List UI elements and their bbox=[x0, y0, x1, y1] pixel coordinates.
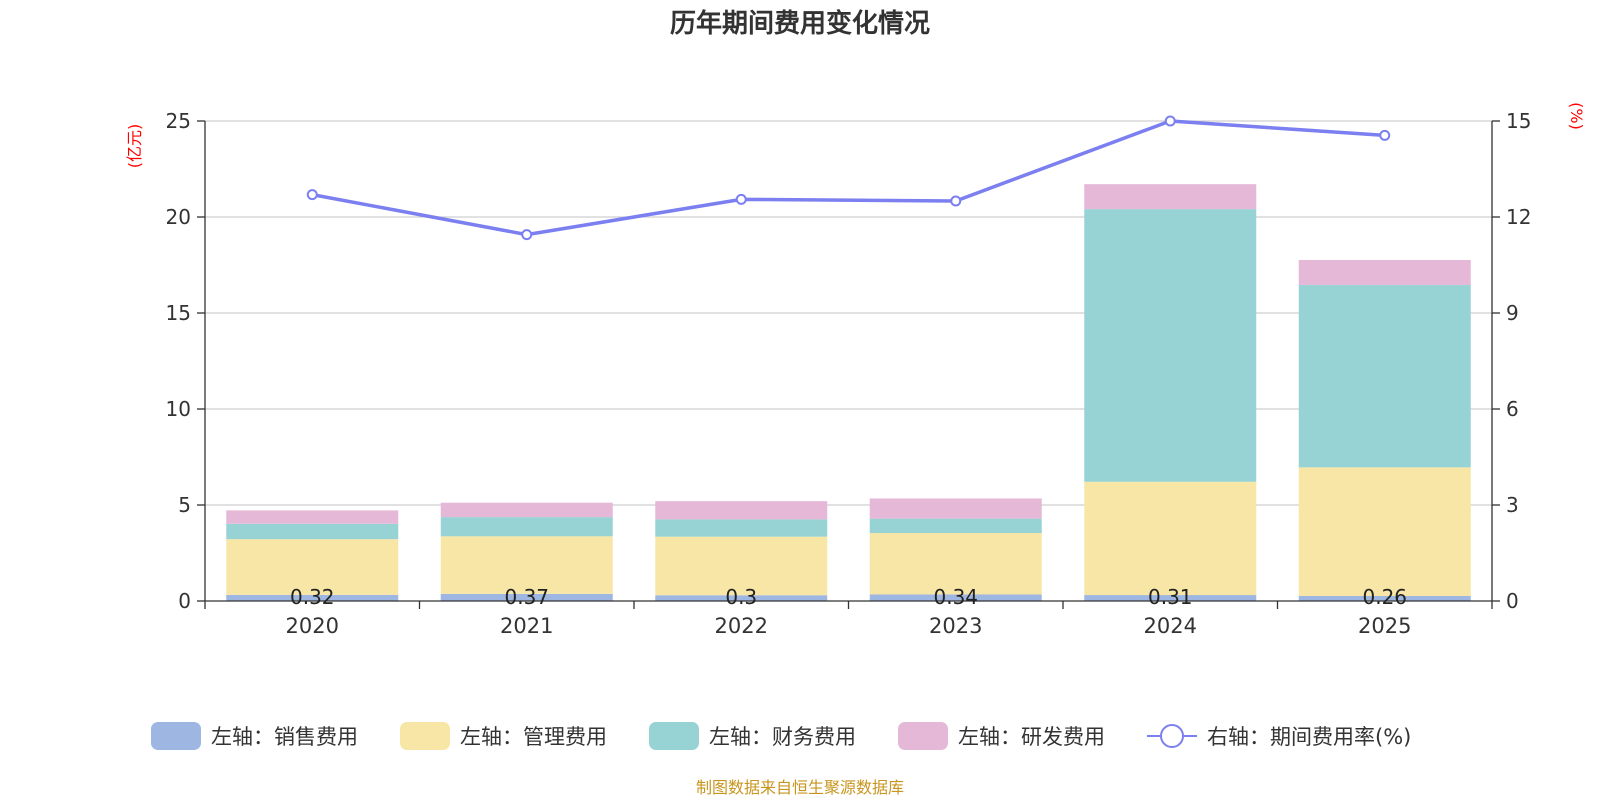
sales-data-label: 0.26 bbox=[1362, 585, 1407, 609]
sales-data-label: 0.32 bbox=[290, 585, 335, 609]
legend-label: 右轴：期间费用率(%) bbox=[1207, 725, 1411, 749]
legend-item: 左轴：销售费用 bbox=[151, 722, 358, 750]
legend-swatch bbox=[898, 722, 948, 750]
bar-sales bbox=[1298, 596, 1471, 601]
bar-admin bbox=[869, 533, 1042, 595]
legend-label: 左轴：管理费用 bbox=[460, 725, 607, 749]
bar-finance bbox=[655, 519, 828, 537]
bar-rd bbox=[226, 510, 399, 524]
legend: 左轴：销售费用 左轴：管理费用 左轴：财务费用 左轴：研发费用 右轴：期间费用率(%) bbox=[151, 722, 1411, 750]
rate-point bbox=[521, 229, 533, 241]
data-source-note: 制图数据来自恒生聚源数据库 bbox=[696, 778, 904, 797]
left-tick-label: 5 bbox=[178, 493, 191, 517]
left-tick-label: 15 bbox=[166, 301, 191, 325]
left-axis-unit: (亿元) bbox=[125, 124, 144, 169]
bar-admin bbox=[1298, 467, 1471, 597]
bar-admin bbox=[1084, 481, 1257, 596]
legend-swatch bbox=[649, 722, 699, 750]
x-tick-label: 2023 bbox=[929, 614, 982, 638]
legend-item: 左轴：研发费用 bbox=[898, 722, 1105, 750]
bar-rd bbox=[655, 501, 828, 520]
bar-admin bbox=[226, 539, 399, 595]
data-labels: 0.32 0.37 0.3 0.34 0.31 0.26 bbox=[290, 585, 1407, 609]
bar-sales bbox=[655, 595, 828, 601]
bar-sales bbox=[226, 594, 399, 601]
x-tick-label: 2024 bbox=[1144, 614, 1197, 638]
legend-item: 右轴：期间费用率(%) bbox=[1147, 724, 1411, 749]
sales-data-label: 0.3 bbox=[725, 585, 757, 609]
legend-label: 左轴：研发费用 bbox=[958, 725, 1105, 749]
bar-admin bbox=[440, 536, 613, 594]
grid-lines bbox=[205, 120, 1492, 506]
bar-sales bbox=[869, 594, 1042, 601]
legend-item: 左轴：管理费用 bbox=[400, 722, 607, 750]
bar-sales bbox=[1084, 595, 1257, 601]
bar-rd bbox=[1298, 260, 1471, 285]
rate-line-series bbox=[306, 115, 1391, 241]
rate-point bbox=[1164, 115, 1176, 127]
sales-data-label: 0.37 bbox=[504, 585, 549, 609]
left-tick-label: 0 bbox=[178, 589, 191, 613]
right-tick-label: 3 bbox=[1506, 493, 1519, 517]
x-tick-label: 2021 bbox=[500, 614, 553, 638]
bar-admin bbox=[655, 536, 828, 596]
x-tick-label: 2022 bbox=[715, 614, 768, 638]
left-tick-label: 10 bbox=[166, 397, 191, 421]
legend-label: 左轴：财务费用 bbox=[709, 725, 856, 749]
legend-label: 左轴：销售费用 bbox=[211, 725, 358, 749]
bar-finance bbox=[440, 517, 613, 537]
x-tick-label: 2025 bbox=[1358, 614, 1411, 638]
right-tick-label: 12 bbox=[1506, 205, 1531, 229]
x-tick-label: 2020 bbox=[286, 614, 339, 638]
right-axis-unit: (%) bbox=[1567, 102, 1586, 130]
bar-series bbox=[226, 184, 1471, 601]
bar-finance bbox=[1298, 284, 1471, 468]
bar-finance bbox=[869, 518, 1042, 534]
right-tick-label: 6 bbox=[1506, 397, 1519, 421]
bar-rd bbox=[1084, 184, 1257, 210]
legend-marker bbox=[1160, 724, 1184, 748]
legend-swatch bbox=[400, 722, 450, 750]
rate-point bbox=[1379, 129, 1391, 141]
rate-line bbox=[311, 119, 1385, 237]
right-tick-label: 0 bbox=[1506, 589, 1519, 613]
legend-item: 左轴：财务费用 bbox=[649, 722, 856, 750]
chart-title: 历年期间费用变化情况 bbox=[670, 8, 930, 39]
rate-point bbox=[306, 189, 318, 201]
bar-sales bbox=[440, 593, 613, 601]
left-tick-label: 20 bbox=[166, 205, 191, 229]
sales-data-label: 0.34 bbox=[933, 585, 978, 609]
left-tick-label: 25 bbox=[166, 109, 191, 133]
bar-rd bbox=[869, 498, 1042, 519]
bar-finance bbox=[226, 523, 399, 540]
sales-data-label: 0.31 bbox=[1148, 585, 1193, 609]
rate-point bbox=[735, 193, 747, 205]
bar-rd bbox=[440, 502, 613, 518]
right-tick-label: 9 bbox=[1506, 301, 1519, 325]
legend-swatch bbox=[151, 722, 201, 750]
bar-finance bbox=[1084, 209, 1257, 482]
right-tick-label: 15 bbox=[1506, 109, 1531, 133]
rate-point bbox=[950, 195, 962, 207]
